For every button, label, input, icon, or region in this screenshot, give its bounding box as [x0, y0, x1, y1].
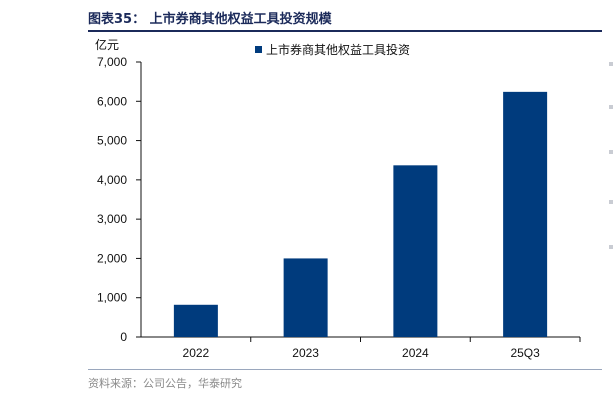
y-tick-label: 2,000 [97, 251, 127, 265]
y-tick-label: 3,000 [97, 212, 127, 226]
x-tick-label: 25Q3 [510, 346, 540, 360]
y-tick-label: 6,000 [97, 94, 127, 108]
source-note: 资料来源：公司公告，华泰研究 [88, 377, 242, 390]
bar [283, 258, 328, 337]
chart-legend: 上市券商其他权益工具投资 [255, 42, 410, 57]
x-tick-label: 2024 [402, 346, 429, 360]
bar [173, 304, 218, 337]
legend-swatch [255, 46, 262, 53]
figure-title: 图表35： 上市券商其他权益工具投资规模 [88, 12, 332, 27]
bar [393, 165, 438, 337]
y-tick-label: 1,000 [97, 291, 127, 305]
adjacent-figure-edge [609, 60, 616, 360]
chart-bars [173, 91, 548, 337]
x-axis-ticks: 2022 2023 2024 25Q3 [183, 337, 581, 360]
y-axis-unit: 亿元 [95, 37, 119, 52]
y-tick-label: 4,000 [97, 173, 127, 187]
x-tick-label: 2022 [183, 346, 210, 360]
legend-label: 上市券商其他权益工具投资 [266, 42, 410, 57]
x-tick-label: 2023 [292, 346, 319, 360]
bar [503, 91, 548, 337]
y-axis-ticks: 0 1,000 2,000 3,000 4,000 5,000 6,000 7,000 [97, 55, 141, 344]
title-rule [88, 30, 602, 32]
y-tick-label: 7,000 [97, 55, 127, 69]
source-rule [88, 369, 602, 370]
y-tick-label: 0 [120, 330, 127, 344]
y-tick-label: 5,000 [97, 134, 127, 148]
